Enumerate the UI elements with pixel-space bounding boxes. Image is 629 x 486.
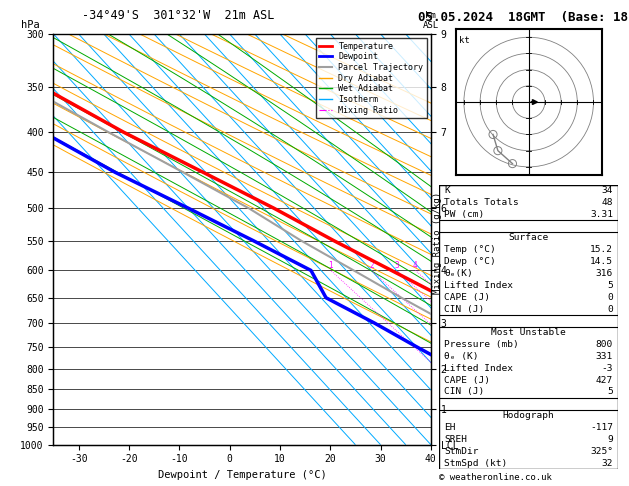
Text: Mixing Ratio (g/kg): Mixing Ratio (g/kg) [433, 192, 442, 294]
Text: -3: -3 [601, 364, 613, 373]
Text: EH: EH [445, 423, 456, 432]
Text: Totals Totals: Totals Totals [445, 198, 519, 207]
Text: Lifted Index: Lifted Index [445, 364, 513, 373]
Text: StmSpd (kt): StmSpd (kt) [445, 459, 508, 468]
Text: 0: 0 [607, 293, 613, 302]
Text: Temp (°C): Temp (°C) [445, 245, 496, 254]
Text: 48: 48 [601, 198, 613, 207]
Text: CAPE (J): CAPE (J) [445, 293, 491, 302]
Text: 15.2: 15.2 [590, 245, 613, 254]
Text: 2: 2 [369, 261, 374, 270]
Text: Hodograph: Hodograph [503, 411, 555, 420]
Text: 5: 5 [607, 387, 613, 397]
Text: K: K [445, 186, 450, 195]
Text: 316: 316 [596, 269, 613, 278]
Text: Dewp (°C): Dewp (°C) [445, 257, 496, 266]
Text: 9: 9 [607, 435, 613, 444]
Text: Pressure (mb): Pressure (mb) [445, 340, 519, 349]
Text: 3: 3 [394, 261, 399, 270]
Text: Most Unstable: Most Unstable [491, 328, 566, 337]
Text: 4: 4 [413, 261, 418, 270]
Text: Lifted Index: Lifted Index [445, 281, 513, 290]
Text: 325°: 325° [590, 447, 613, 456]
Text: kt: kt [459, 35, 470, 45]
Text: -34°49'S  301°32'W  21m ASL: -34°49'S 301°32'W 21m ASL [82, 9, 274, 22]
Text: 14.5: 14.5 [590, 257, 613, 266]
Text: 1: 1 [328, 261, 333, 270]
Text: km
ASL: km ASL [423, 11, 439, 30]
Text: 34: 34 [601, 186, 613, 195]
Text: 5: 5 [607, 281, 613, 290]
Text: Surface: Surface [509, 233, 548, 243]
Text: hPa: hPa [21, 20, 40, 30]
Text: CAPE (J): CAPE (J) [445, 376, 491, 384]
Text: 427: 427 [596, 376, 613, 384]
Text: SREH: SREH [445, 435, 467, 444]
Text: 0: 0 [607, 305, 613, 313]
Text: -117: -117 [590, 423, 613, 432]
Text: 800: 800 [596, 340, 613, 349]
Text: 3.31: 3.31 [590, 210, 613, 219]
Text: CIN (J): CIN (J) [445, 387, 485, 397]
Text: © weatheronline.co.uk: © weatheronline.co.uk [439, 473, 552, 482]
Text: CIN (J): CIN (J) [445, 305, 485, 313]
Text: θₑ(K): θₑ(K) [445, 269, 473, 278]
Text: 05.05.2024  18GMT  (Base: 18): 05.05.2024 18GMT (Base: 18) [418, 11, 629, 24]
Text: 331: 331 [596, 352, 613, 361]
X-axis label: Dewpoint / Temperature (°C): Dewpoint / Temperature (°C) [158, 470, 326, 480]
Legend: Temperature, Dewpoint, Parcel Trajectory, Dry Adiabat, Wet Adiabat, Isotherm, Mi: Temperature, Dewpoint, Parcel Trajectory… [316, 38, 426, 118]
Text: 32: 32 [601, 459, 613, 468]
Text: θₑ (K): θₑ (K) [445, 352, 479, 361]
Text: StmDir: StmDir [445, 447, 479, 456]
Text: PW (cm): PW (cm) [445, 210, 485, 219]
